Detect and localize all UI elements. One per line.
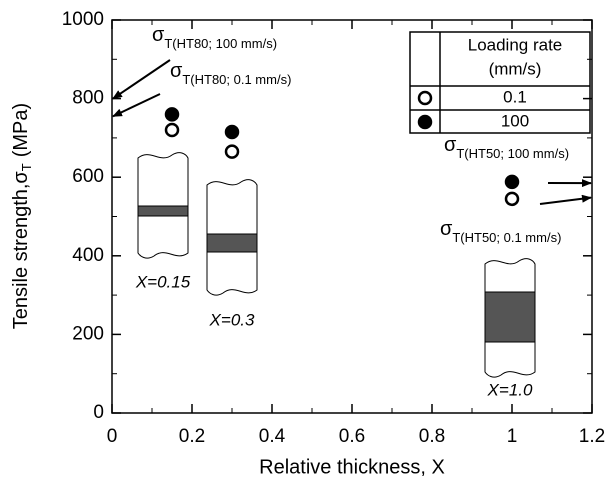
y-axis-label-sub: T bbox=[19, 163, 34, 171]
annotation-symbol: σ bbox=[444, 134, 457, 156]
annotation: σT(HT80; 100 mm/s) bbox=[152, 24, 277, 51]
annotation-subscript: T(HT50; 0.1 mm/s) bbox=[452, 230, 561, 245]
annotation-symbol: σ bbox=[152, 24, 165, 46]
annotation: σT(HT80; 0.1 mm/s) bbox=[170, 60, 291, 87]
x-tick-label: 1 bbox=[507, 426, 518, 447]
specimen-label: X=0.15 bbox=[135, 272, 191, 291]
y-tick-label: 200 bbox=[72, 323, 104, 344]
data-point bbox=[506, 176, 518, 188]
x-tick-label: 0 bbox=[107, 426, 118, 447]
data-point bbox=[166, 124, 178, 136]
x-tick-label: 0.4 bbox=[259, 426, 286, 447]
data-point bbox=[226, 126, 238, 138]
legend-label: 0.1 bbox=[503, 87, 527, 106]
y-axis-label: Tensile strength,σT (MPa) bbox=[10, 103, 34, 329]
data-point bbox=[226, 146, 238, 158]
x-tick-label: 0.8 bbox=[419, 426, 445, 447]
data-point bbox=[506, 193, 518, 205]
annotation-arrow bbox=[113, 60, 170, 99]
annotation-arrow bbox=[540, 198, 591, 204]
x-axis-label: Relative thickness, X bbox=[259, 456, 445, 478]
legend-label: 100 bbox=[501, 111, 529, 130]
y-axis-label-symbol: σ bbox=[10, 171, 32, 184]
x-tick-label: 0.6 bbox=[339, 426, 365, 447]
specimen-label: X=1.0 bbox=[487, 380, 533, 399]
annotation-subscript: T(HT80; 0.1 mm/s) bbox=[182, 72, 291, 87]
specimen-sketches bbox=[138, 153, 535, 377]
x-tick-label: 0.2 bbox=[179, 426, 205, 447]
legend-marker bbox=[419, 92, 431, 104]
data-point bbox=[166, 108, 178, 120]
annotation-subscript: T(HT50; 100 mm/s) bbox=[456, 146, 569, 161]
legend-title: Loading rate bbox=[468, 35, 563, 54]
annotation: σT(HT50; 0.1 mm/s) bbox=[440, 218, 561, 245]
legend-marker bbox=[419, 116, 431, 128]
annotation-symbol: σ bbox=[170, 60, 183, 82]
legend-title: (mm/s) bbox=[489, 59, 542, 78]
specimen-label: X=0.3 bbox=[209, 310, 255, 329]
annotation-symbol: σ bbox=[440, 218, 453, 240]
y-tick-label: 0 bbox=[93, 402, 104, 423]
y-axis-label-main: Tensile strength, bbox=[10, 184, 32, 330]
y-tick-label: 600 bbox=[72, 166, 104, 187]
y-axis-label-unit: (MPa) bbox=[10, 103, 32, 157]
y-tick-label: 800 bbox=[72, 88, 104, 109]
x-tick-label: 1.2 bbox=[579, 426, 605, 447]
y-tick-label: 1000 bbox=[62, 9, 104, 30]
annotation: σT(HT50; 100 mm/s) bbox=[444, 134, 569, 161]
annotation-arrow bbox=[113, 94, 160, 116]
annotation-subscript: T(HT80; 100 mm/s) bbox=[164, 36, 277, 51]
y-tick-label: 400 bbox=[72, 245, 104, 266]
